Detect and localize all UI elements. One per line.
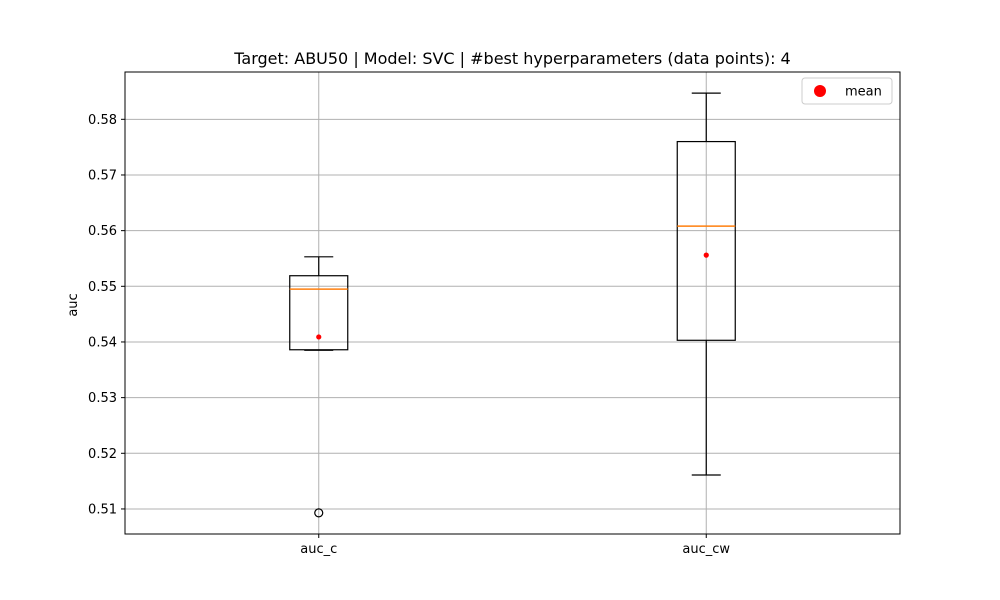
plot-frame bbox=[124, 71, 901, 535]
y-tick-label: 0.57 bbox=[88, 168, 117, 183]
y-tick-label: 0.58 bbox=[88, 113, 117, 128]
box-auc_c bbox=[289, 256, 349, 518]
y-tick-label: 0.51 bbox=[88, 502, 117, 517]
legend-mean-label: mean bbox=[845, 85, 882, 100]
mean-marker bbox=[316, 334, 322, 340]
y-tick-label: 0.56 bbox=[88, 224, 117, 239]
chart-title: Target: ABU50 | Model: SVC | #best hyper… bbox=[233, 49, 790, 68]
y-tick-label: 0.55 bbox=[88, 280, 117, 295]
legend-frame bbox=[801, 77, 893, 105]
legend-mean-marker bbox=[814, 85, 826, 97]
y-axis-label: auc bbox=[66, 293, 81, 316]
box-auc_cw bbox=[676, 92, 736, 476]
y-tick-label: 0.53 bbox=[88, 391, 117, 406]
legend: mean bbox=[801, 77, 893, 105]
axes: 0.51 0.52 0.53 0.54 0.55 0.56 0.57 0.58 auc_c auc… bbox=[88, 71, 901, 557]
y-tick-label: 0.54 bbox=[88, 335, 117, 350]
outlier-point bbox=[314, 508, 324, 518]
y-tick-label: 0.52 bbox=[88, 447, 117, 462]
boxes bbox=[289, 92, 736, 518]
x-tick-label: auc_cw bbox=[682, 542, 730, 557]
mean-marker bbox=[703, 252, 709, 258]
iqr-box bbox=[289, 275, 349, 351]
iqr-box bbox=[676, 140, 736, 341]
grid bbox=[125, 72, 900, 534]
x-tick-label: auc_c bbox=[300, 542, 337, 557]
